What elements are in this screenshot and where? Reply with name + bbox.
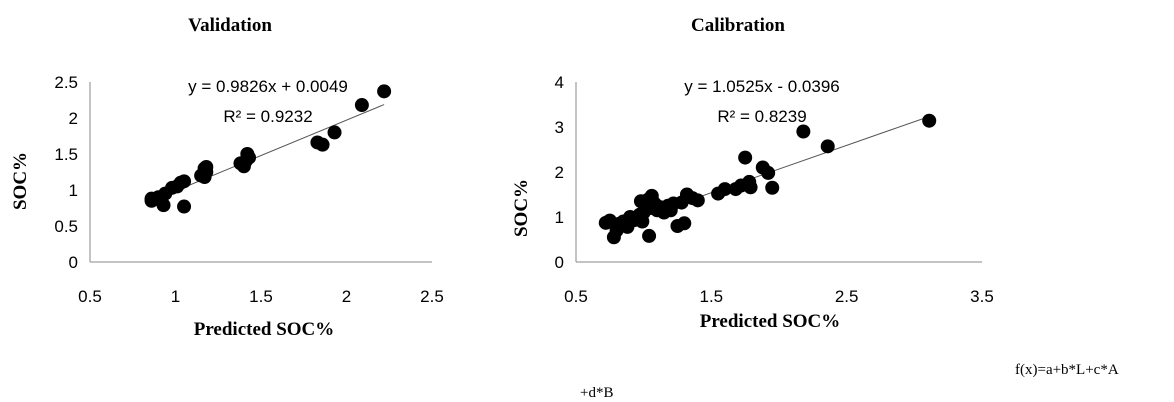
y-axis-label: SOC% [511, 179, 532, 237]
y-tick-label: 0 [69, 253, 78, 272]
data-point [677, 216, 692, 231]
data-point [242, 150, 257, 165]
y-tick-label: 1 [69, 181, 78, 200]
x-tick-labels: 0.5 1 1.5 2 2.5 [78, 287, 444, 306]
y-tick-labels: 0 1 2 3 4 [555, 73, 564, 272]
data-points [598, 113, 937, 245]
data-point [743, 180, 758, 195]
y-axis-label: SOC% [10, 152, 31, 210]
x-tick-label: 0.5 [564, 287, 588, 306]
y-tick-label: 2 [69, 109, 78, 128]
data-point [690, 193, 705, 208]
data-point [796, 124, 811, 139]
y-tick-label: 1 [555, 208, 564, 227]
x-tick-label: 2 [342, 287, 351, 306]
r-squared-label: R² = 0.9232 [223, 107, 312, 126]
x-axis-label: Predicted SOC% [700, 311, 841, 332]
data-point [642, 228, 657, 243]
data-point [738, 150, 753, 165]
chart-title: Calibration [691, 15, 785, 36]
y-tick-label: 1.5 [54, 145, 78, 164]
data-point [354, 98, 369, 113]
data-point [177, 199, 192, 214]
data-point [377, 84, 392, 99]
x-tick-label: 1 [171, 287, 180, 306]
y-tick-label: 0.5 [54, 217, 78, 236]
y-tick-labels: 0 0.5 1 1.5 2 2.5 [54, 73, 78, 272]
y-tick-label: 2.5 [54, 73, 78, 92]
validation-chart: Validation y = 0.9826x + 0.0049 R² = 0.9… [10, 15, 444, 340]
data-point [820, 139, 835, 154]
data-point [765, 180, 780, 195]
data-point [922, 113, 937, 128]
x-tick-label: 1.5 [249, 287, 273, 306]
data-point [327, 125, 342, 140]
y-tick-label: 0 [555, 253, 564, 272]
footnote-formula-continued: +d*B [580, 385, 614, 401]
data-points [144, 84, 392, 214]
data-point [156, 198, 171, 213]
x-tick-label: 1.5 [700, 287, 724, 306]
trendline-equation: y = 1.0525x - 0.0396 [684, 77, 839, 96]
data-point [199, 159, 214, 174]
data-point [717, 182, 732, 197]
y-tick-label: 2 [555, 163, 564, 182]
data-point [315, 137, 330, 152]
x-axis-label: Predicted SOC% [194, 319, 335, 340]
data-point [761, 165, 776, 180]
x-tick-label: 0.5 [78, 287, 102, 306]
chart-title: Validation [188, 15, 272, 36]
trendline-equation: y = 0.9826x + 0.0049 [188, 77, 348, 96]
x-tick-label: 3.5 [970, 287, 994, 306]
calibration-chart: Calibration y = 1.0525x - 0.0396 R² = 0.… [511, 15, 994, 332]
x-tick-labels: 0.5 1.5 2.5 3.5 [564, 287, 994, 306]
y-tick-label: 3 [555, 118, 564, 137]
r-squared-label: R² = 0.8239 [717, 107, 806, 126]
data-point [177, 174, 192, 189]
footnote-formula: f(x)=a+b*L+c*A [1015, 362, 1119, 378]
y-tick-label: 4 [555, 73, 564, 92]
x-tick-label: 2.5 [835, 287, 859, 306]
x-tick-label: 2.5 [420, 287, 444, 306]
